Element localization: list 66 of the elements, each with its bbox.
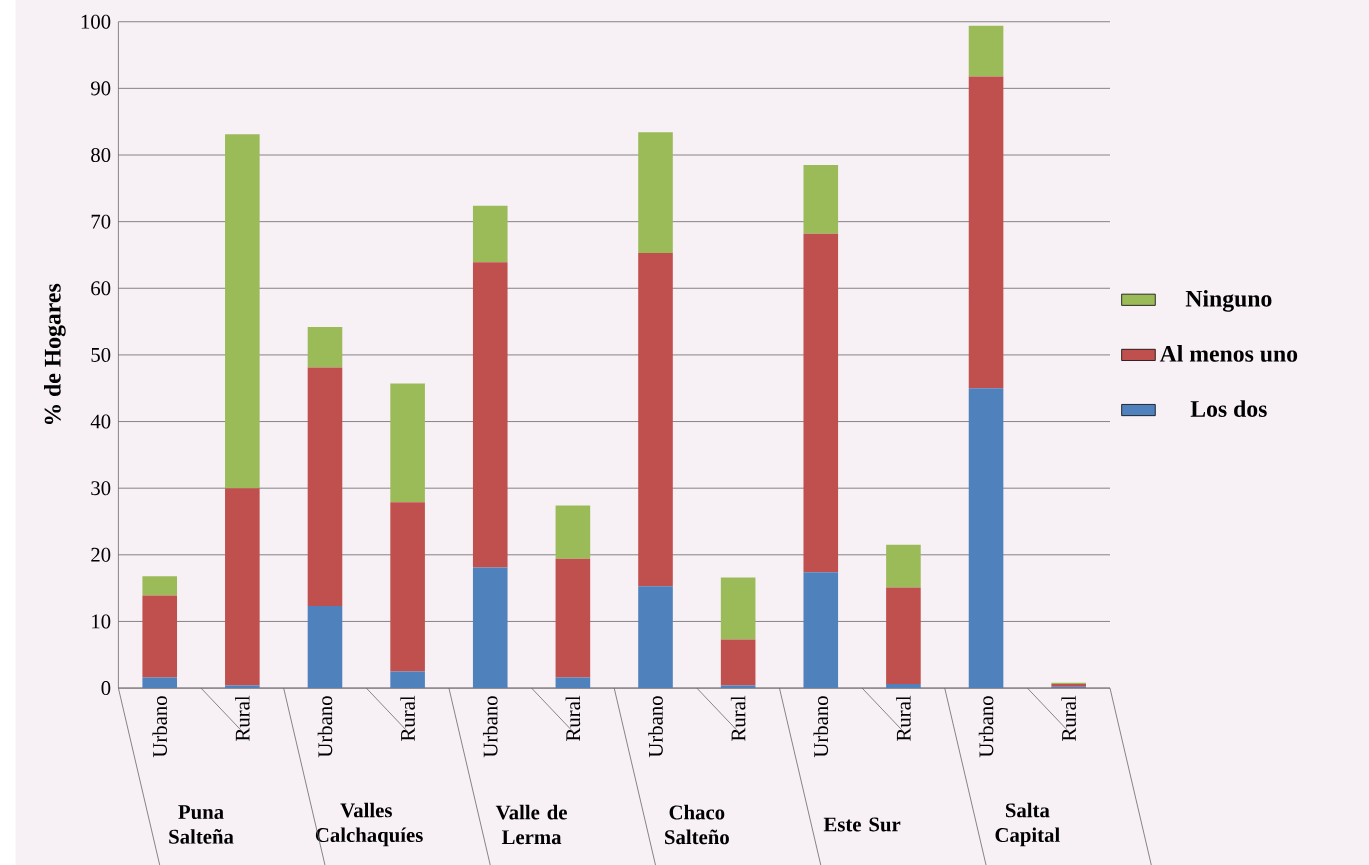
y-tick-label: 100 [81, 14, 111, 29]
bar [968, 388, 1004, 689]
bar [307, 326, 343, 368]
bar [225, 488, 260, 686]
text: Este Sur [823, 817, 901, 832]
bar [390, 383, 425, 503]
y-tick-label: 0 [101, 681, 111, 696]
x-tick-label: Urbano [317, 696, 333, 758]
x-tick-label: Urbano [648, 696, 663, 758]
bar [142, 677, 178, 689]
bar [472, 567, 508, 689]
text: Valle de Lerma [495, 804, 567, 845]
bar [555, 558, 591, 678]
y-tick-label: 30 [91, 481, 111, 496]
bar [555, 505, 591, 559]
bar [968, 76, 1004, 389]
bar [803, 233, 839, 573]
bar [968, 25, 1004, 77]
bar [472, 205, 508, 263]
x-tick-label: Urbano [152, 696, 168, 758]
bar [720, 577, 756, 640]
bar [307, 367, 343, 607]
text: Valles Calchaquíes [315, 802, 423, 847]
y-axis-title: % de Hogares [44, 283, 66, 425]
text: Puna Salteña [169, 805, 234, 844]
text: Chaco Salteño [665, 804, 729, 845]
legend-label: Los dos [1190, 400, 1267, 417]
bar [225, 685, 260, 689]
bar [307, 606, 343, 689]
bar [142, 595, 178, 678]
x-tick-label: Urbano [482, 696, 498, 758]
y-tick-label: 70 [91, 214, 111, 229]
bar [886, 544, 921, 588]
bar [638, 586, 673, 689]
bar [720, 639, 756, 686]
x-tick-label: Rural [1061, 695, 1076, 741]
y-tick-label: 50 [91, 347, 111, 362]
bar [803, 164, 839, 234]
bar [638, 132, 673, 253]
y-tick-label: 60 [91, 281, 111, 296]
bar [390, 502, 425, 672]
bar [638, 252, 673, 587]
y-tick-label: 90 [91, 81, 111, 96]
text: Salta Capital [995, 802, 1060, 847]
bar [225, 134, 260, 489]
x-tick-label: Rural [730, 695, 746, 741]
bar [142, 576, 178, 596]
x-tick-label: Rural [565, 695, 581, 741]
y-tick-label: 40 [90, 414, 111, 429]
bar [555, 677, 591, 689]
bar [390, 671, 425, 689]
x-tick-label: Rural [896, 695, 911, 741]
bar [803, 572, 839, 689]
y-tick-label: 20 [91, 547, 111, 562]
bar [886, 684, 921, 689]
legend-label: Al menos uno [1159, 345, 1298, 362]
x-tick-label: Rural [400, 695, 415, 741]
x-tick-label: Urbano [813, 696, 829, 758]
bar [886, 587, 921, 685]
x-tick-label: Urbano [978, 696, 994, 758]
bar [472, 262, 508, 568]
x-tick-label: Rural [235, 695, 250, 741]
legend-label: Ninguno [1185, 289, 1272, 312]
y-tick-label: 10 [92, 614, 111, 629]
y-tick-label: 80 [91, 147, 111, 163]
bar [720, 685, 756, 689]
